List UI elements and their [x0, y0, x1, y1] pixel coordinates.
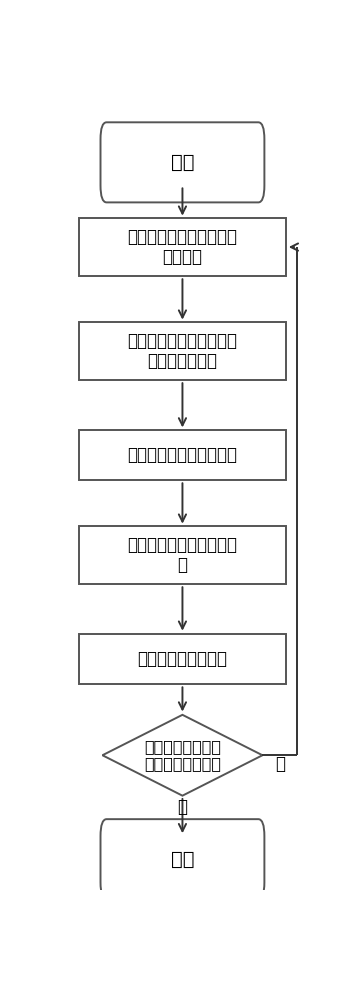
FancyBboxPatch shape [100, 819, 265, 899]
FancyBboxPatch shape [100, 122, 265, 202]
Bar [79, 526, 286, 584]
Text: 否: 否 [276, 755, 286, 773]
Text: 计算目标点的相干值: 计算目标点的相干值 [137, 650, 227, 668]
Text: 是: 是 [177, 798, 188, 816]
Text: 计算目标点的相关性矩阵: 计算目标点的相关性矩阵 [127, 446, 237, 464]
Text: 对相关性矩阵做特征值分
解: 对相关性矩阵做特征值分 解 [127, 536, 237, 574]
Bar [79, 430, 286, 480]
Polygon shape [103, 715, 262, 796]
Text: 开始: 开始 [171, 153, 194, 172]
Text: 从宽方位角三维地震数据
体中读取道数据: 从宽方位角三维地震数据 体中读取道数据 [127, 332, 237, 370]
Bar [79, 634, 286, 684]
Text: 读取各个方位角的三维地
震数据体: 读取各个方位角的三维地 震数据体 [127, 228, 237, 266]
Bar [79, 218, 286, 276]
Bar [79, 322, 286, 380]
Text: 是否已计算完整个
体的所有相干值？: 是否已计算完整个 体的所有相干值？ [144, 739, 221, 771]
Text: 结束: 结束 [171, 850, 194, 869]
